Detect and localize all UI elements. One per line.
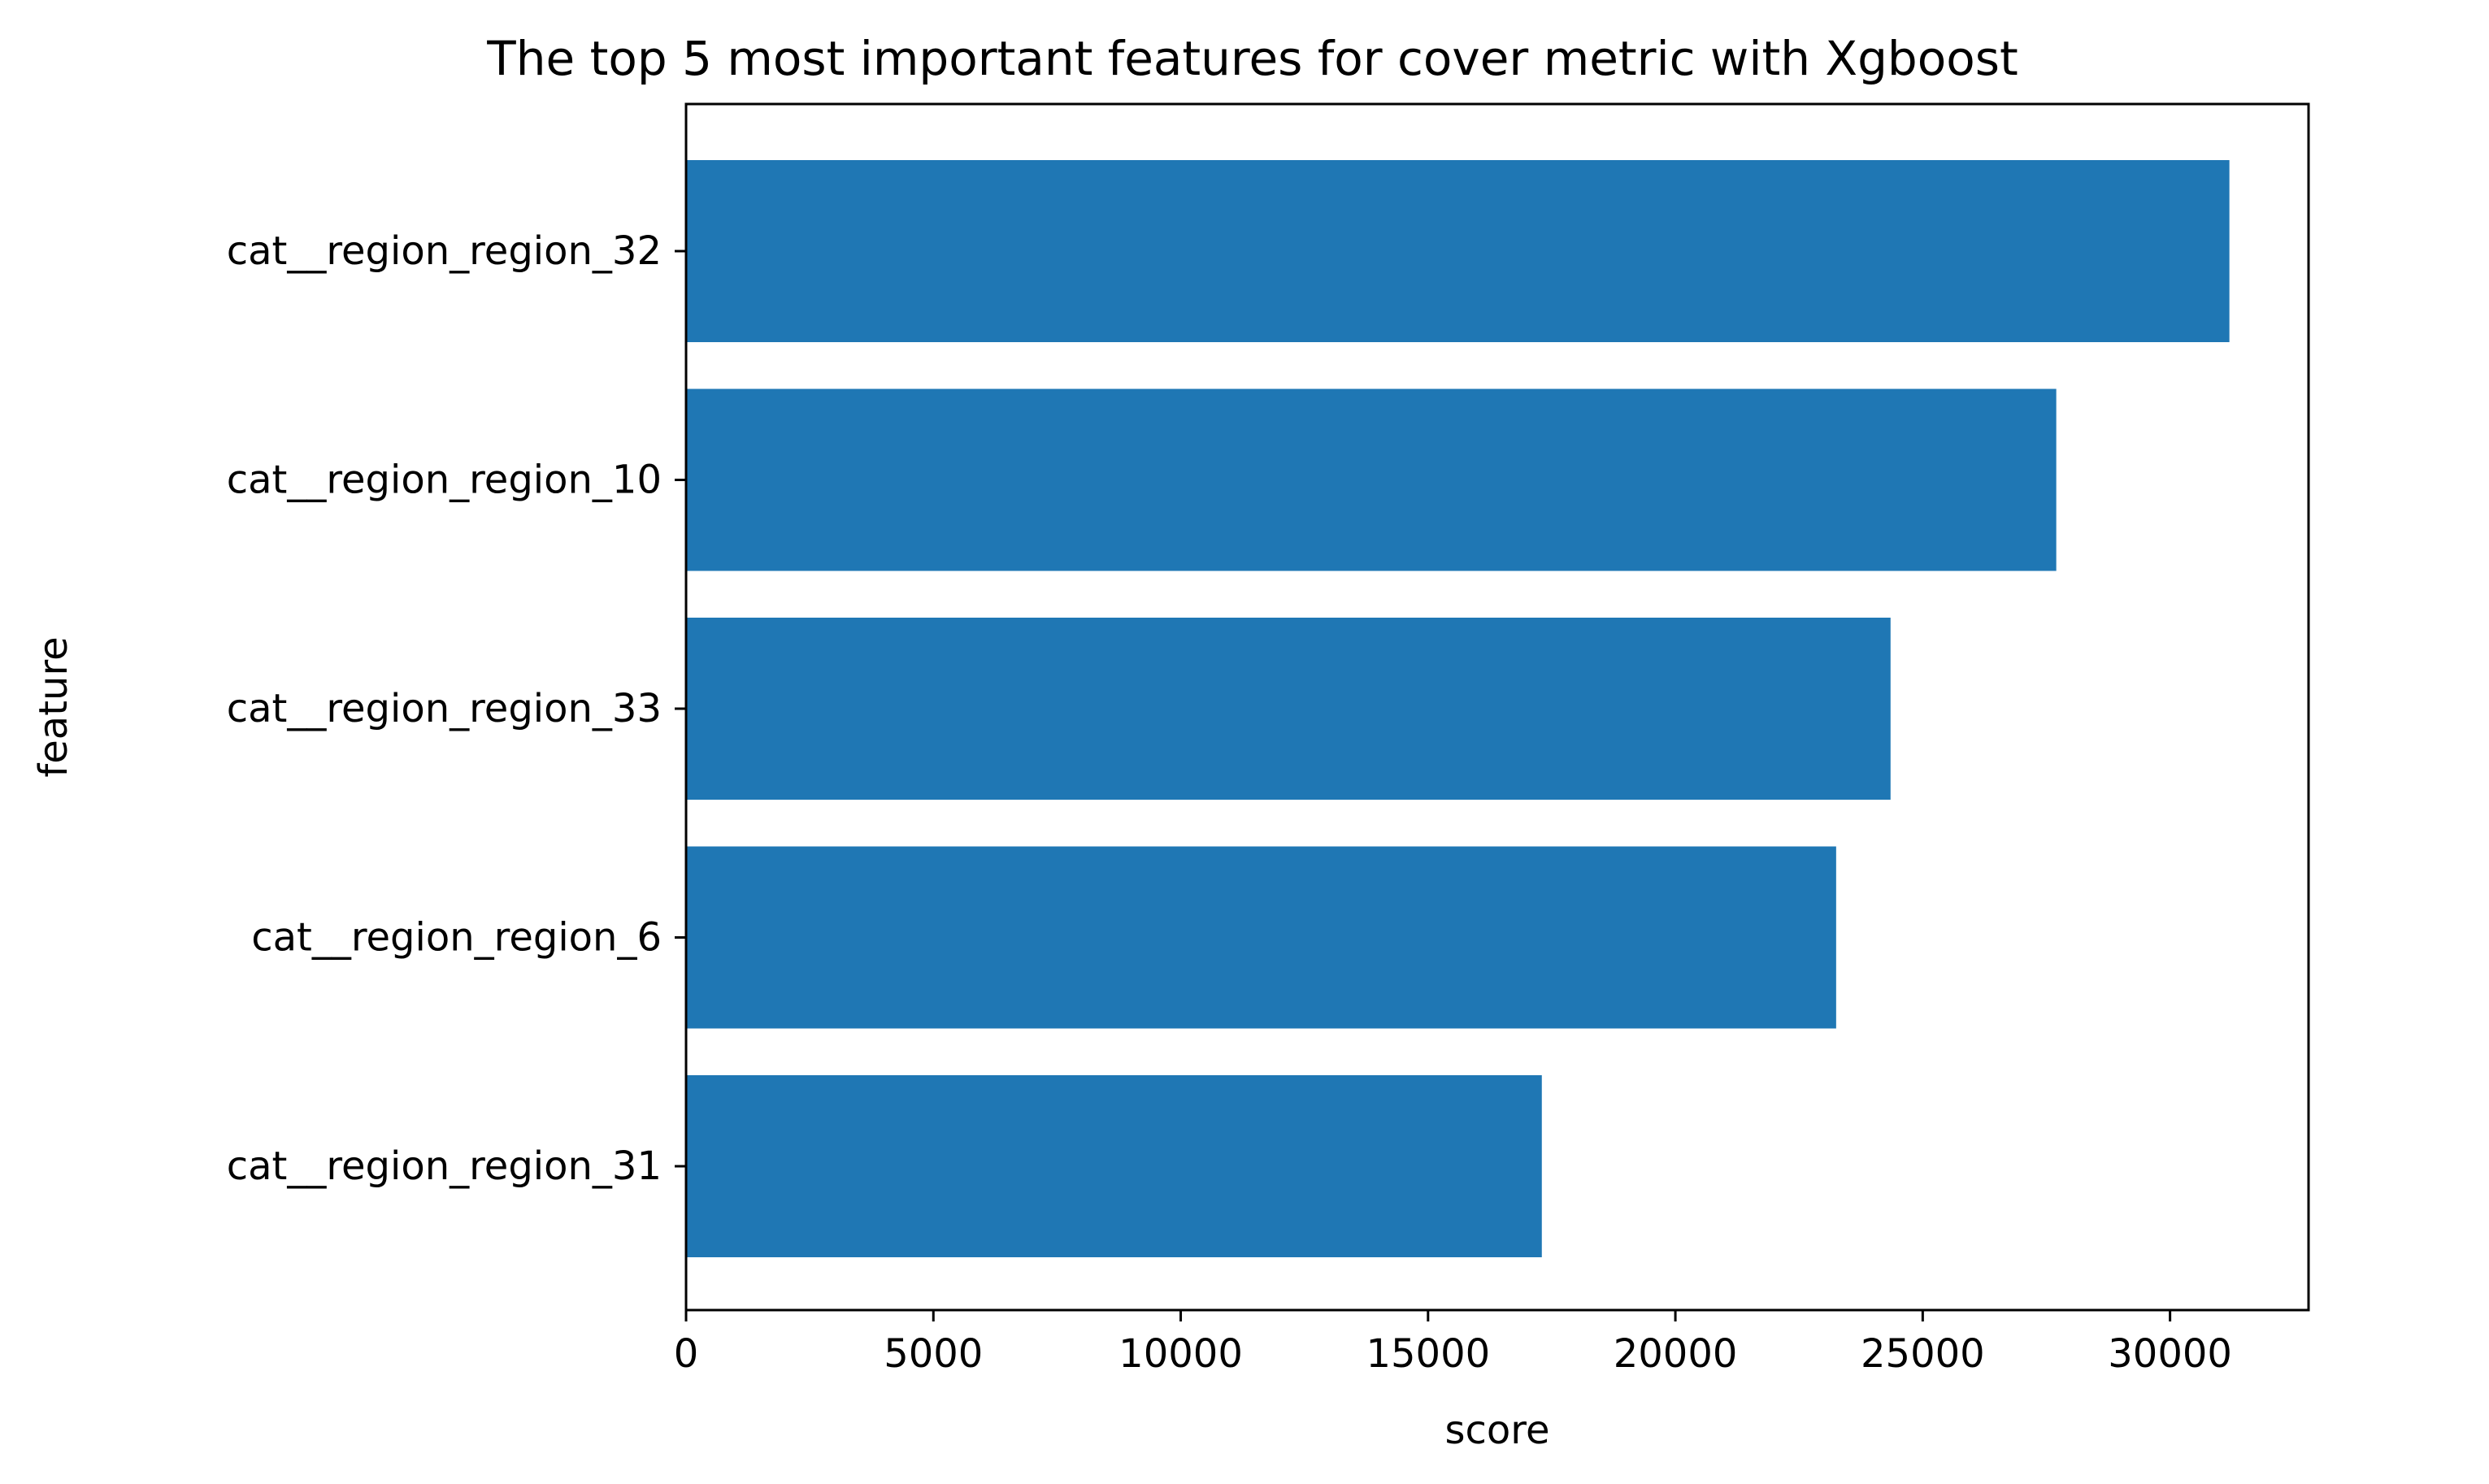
x-tick-label: 0: [674, 1331, 699, 1377]
y-tick-label: cat__region_region_32: [227, 228, 662, 274]
y-tick-label: cat__region_region_6: [251, 915, 662, 961]
y-tick-label: cat__region_region_33: [227, 686, 662, 731]
y-axis-ticks: cat__region_region_32 cat__region_region_…: [227, 228, 686, 1189]
x-axis-ticks: 0 5000 10000 15000 20000 25000 30000: [674, 1310, 2232, 1377]
x-tick-label: 30000: [2108, 1331, 2232, 1377]
x-tick-label: 5000: [884, 1331, 983, 1377]
x-tick-label: 25000: [1861, 1331, 1985, 1377]
bar: [686, 618, 1891, 800]
x-tick-label: 10000: [1119, 1331, 1243, 1377]
x-tick-label: 15000: [1366, 1331, 1490, 1377]
bars-group: [686, 160, 2230, 1257]
bar: [686, 160, 2230, 342]
chart-title: The top 5 most important features for co…: [486, 31, 2018, 86]
bar: [686, 846, 1836, 1029]
y-tick-label: cat__region_region_31: [227, 1143, 662, 1189]
y-axis-label: feature: [31, 636, 76, 777]
x-tick-label: 20000: [1614, 1331, 1738, 1377]
y-tick-label: cat__region_region_10: [227, 458, 662, 503]
plot-area-frame: [684, 102, 2310, 1312]
x-axis-label: score: [1445, 1408, 1550, 1453]
bar: [686, 388, 2057, 571]
bar: [686, 1075, 1542, 1257]
